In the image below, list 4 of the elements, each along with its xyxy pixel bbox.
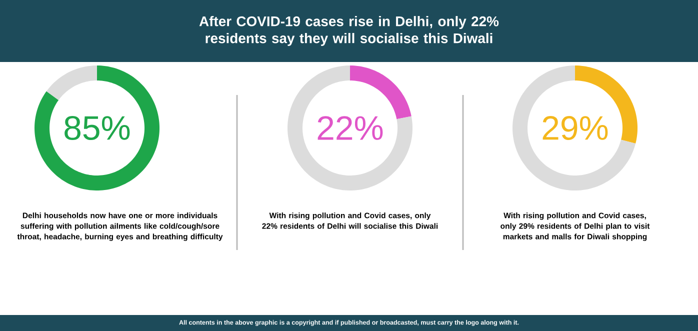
data-label: 85% [64, 116, 130, 140]
data-label: 29% [542, 116, 608, 140]
data-label: 22% [318, 116, 383, 140]
chart-title: After COVID-19 cases rise in Delhi, only 22% residents say they will socialise this Diwali [199, 16, 499, 46]
